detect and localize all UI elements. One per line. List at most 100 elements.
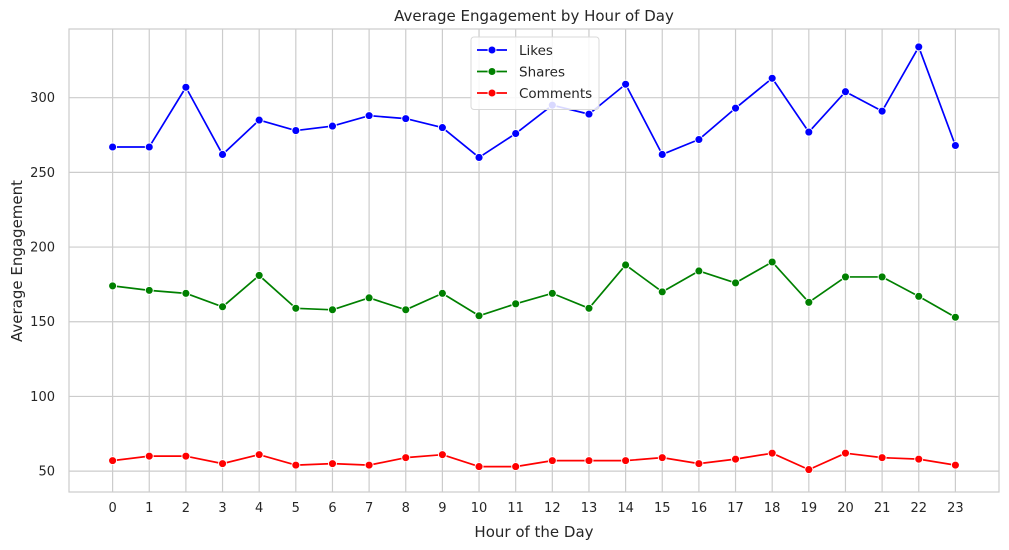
plot-frame: [68, 28, 1000, 493]
data-point: [547, 288, 557, 298]
legend-label: Likes: [519, 43, 553, 59]
x-tick-label: 0: [108, 501, 116, 516]
y-tick-label: 200: [30, 241, 55, 256]
data-point: [914, 42, 924, 52]
x-tick-label: 10: [471, 501, 488, 516]
legend-swatch-marker: [487, 67, 497, 76]
data-point: [621, 79, 631, 89]
y-tick-labels: 50 100 150 200 250 300: [30, 91, 55, 479]
x-axis-title: Hour of the Day: [474, 523, 593, 541]
series-line: [112, 261, 956, 318]
data-point: [621, 456, 631, 466]
data-point: [291, 303, 301, 313]
data-point: [144, 142, 154, 152]
data-point: [657, 287, 667, 297]
x-tick-label: 1: [145, 501, 153, 516]
data-point: [328, 121, 337, 131]
x-tick-label: 4: [255, 501, 263, 516]
x-tick-label: 12: [544, 501, 561, 516]
x-tick-label: 23: [947, 501, 964, 516]
series-shares: [108, 257, 960, 322]
legend-item-likes: Likes: [477, 43, 553, 59]
data-point: [767, 73, 777, 83]
data-point: [731, 103, 740, 113]
data-point: [950, 141, 960, 150]
series-comments: [108, 448, 960, 475]
data-point: [841, 448, 850, 458]
data-point: [621, 260, 631, 270]
legend-swatch-marker: [487, 45, 497, 55]
data-point: [218, 302, 227, 312]
data-point: [108, 281, 118, 291]
y-tick-label: 300: [30, 91, 55, 106]
x-tick-label: 3: [218, 501, 226, 516]
data-point: [218, 150, 227, 159]
data-point: [254, 270, 264, 280]
legend-label: Shares: [519, 65, 565, 81]
y-tick-label: 100: [30, 390, 55, 405]
data-point: [511, 129, 521, 138]
data-point: [254, 115, 264, 125]
x-tick-label: 13: [581, 501, 598, 516]
legend-swatch-marker: [487, 88, 497, 98]
y-tick-label: 150: [30, 315, 55, 330]
data-point: [511, 299, 521, 309]
legend-box: [470, 36, 600, 110]
legend-item-shares: Shares: [477, 65, 565, 81]
y-tick-label: 250: [30, 166, 55, 181]
data-point: [914, 291, 924, 301]
series-line: [112, 452, 956, 471]
series-likes: [108, 42, 960, 162]
data-point: [474, 152, 484, 162]
data-point: [364, 111, 374, 121]
x-tick-label: 2: [182, 501, 190, 516]
data-point: [584, 109, 594, 119]
data-point: [657, 150, 667, 159]
data-point: [364, 460, 374, 470]
data-point: [694, 135, 704, 144]
x-tick-label: 16: [691, 501, 708, 516]
data-point: [841, 87, 850, 97]
data-point: [181, 82, 191, 92]
x-tick-label: 7: [365, 501, 373, 516]
data-point: [254, 450, 264, 460]
x-tick-label: 6: [328, 501, 336, 516]
series-line: [112, 46, 957, 159]
data-point: [511, 462, 521, 472]
data-point: [218, 459, 227, 469]
data-point: [328, 459, 337, 469]
data-point: [877, 453, 887, 463]
data-point: [474, 311, 484, 321]
data-point: [841, 272, 850, 282]
data-point: [401, 305, 411, 315]
data-point: [401, 114, 411, 124]
data-point: [547, 456, 557, 466]
chart-title: Average Engagement by Hour of Day: [394, 7, 674, 25]
y-axis-title: Average Engagement: [8, 180, 26, 342]
x-tick-label: 11: [507, 501, 524, 516]
data-point: [584, 456, 594, 466]
data-point: [767, 257, 777, 267]
data-point: [950, 312, 960, 322]
x-tick-label: 20: [837, 501, 854, 516]
data-point: [328, 305, 337, 315]
y-tick-label: 50: [38, 465, 55, 480]
data-point: [437, 288, 447, 298]
data-point: [767, 448, 777, 458]
data-point: [401, 453, 411, 463]
x-tick-label: 19: [801, 501, 818, 516]
data-point: [181, 451, 191, 461]
data-point: [804, 297, 814, 307]
x-tick-label: 14: [617, 501, 634, 516]
data-point: [108, 142, 118, 152]
data-point: [694, 266, 704, 276]
legend-label: Comments: [519, 86, 592, 102]
x-tick-label: 22: [910, 501, 927, 516]
x-tick-label: 9: [438, 501, 446, 516]
data-point: [437, 450, 447, 460]
data-point: [914, 454, 924, 464]
data-point: [144, 285, 154, 295]
data-point: [731, 278, 740, 288]
data-point: [877, 106, 887, 116]
